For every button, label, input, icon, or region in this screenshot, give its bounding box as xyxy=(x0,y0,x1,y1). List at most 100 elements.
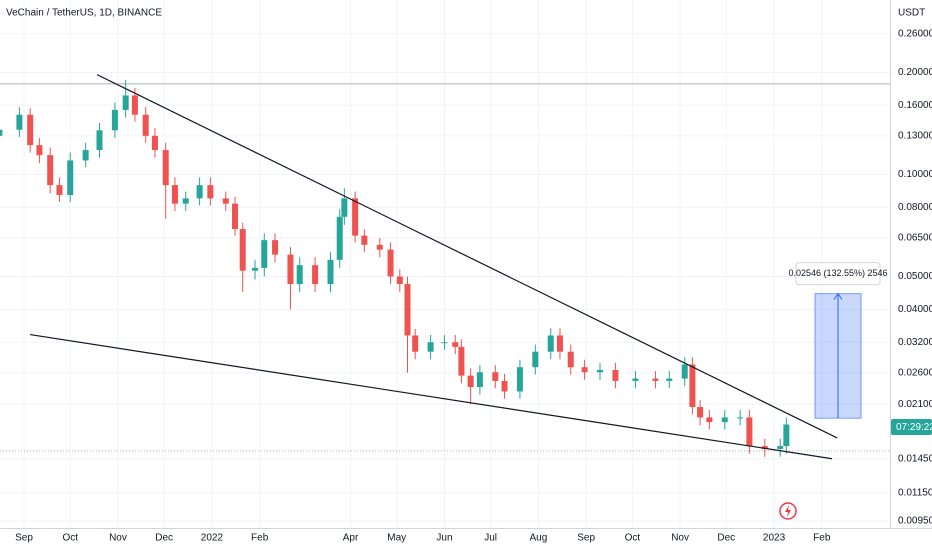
candle-body xyxy=(207,185,214,199)
candle-body xyxy=(111,109,118,131)
candle-body xyxy=(196,185,203,199)
x-tick-label: Sep xyxy=(15,533,33,544)
x-tick-label: Aug xyxy=(530,533,548,544)
candle-body xyxy=(312,265,319,285)
candle-body xyxy=(441,342,448,344)
y-tick-label: 0.05000 xyxy=(898,271,932,282)
candle-body xyxy=(287,254,294,285)
y-tick-label: 0.01450 xyxy=(898,453,932,464)
candle-body xyxy=(737,417,744,419)
candle-body xyxy=(27,114,34,146)
candle-body xyxy=(476,372,483,388)
x-tick-label: Dec xyxy=(717,533,735,544)
candle-body xyxy=(272,240,279,255)
x-tick-label: Jun xyxy=(436,533,452,544)
candle-body xyxy=(162,150,169,186)
chart-title: VeChain / TetherUS, 1D, BINANCE xyxy=(6,8,162,19)
candle-body xyxy=(376,244,383,250)
y-tick-label: 0.20000 xyxy=(898,67,932,78)
candle-body xyxy=(16,114,23,130)
x-tick-label: Oct xyxy=(62,533,78,544)
y-tick-label: 0.16000 xyxy=(898,100,932,111)
candle-body xyxy=(467,375,474,388)
candle-body xyxy=(783,424,790,447)
plot xyxy=(0,79,890,457)
candle-body xyxy=(597,369,604,373)
countdown-box xyxy=(891,419,932,435)
candle-body xyxy=(82,150,89,161)
y-tick-label: 0.06500 xyxy=(898,233,932,244)
candle-body xyxy=(556,335,563,352)
x-tick-label: Nov xyxy=(109,533,127,544)
countdown: 07:29:22 xyxy=(896,422,932,433)
candle-body xyxy=(632,378,639,381)
candle-body xyxy=(0,129,3,136)
candle-body xyxy=(96,130,103,151)
candle-body xyxy=(666,378,673,381)
candle-body xyxy=(182,198,189,204)
candle-body xyxy=(706,417,713,423)
x-tick-label: Nov xyxy=(671,533,689,544)
candle-body xyxy=(501,380,508,392)
candle-body xyxy=(336,216,343,260)
measure-label-box xyxy=(795,262,881,286)
candle-body xyxy=(131,95,138,115)
candle-body xyxy=(532,351,539,368)
candle-body xyxy=(122,95,129,110)
candle-body xyxy=(361,235,368,245)
y-tick-label: 0.00950 xyxy=(898,516,932,527)
candle-body xyxy=(458,346,465,376)
x-tick-label: Apr xyxy=(343,533,359,544)
x-tick-label: Sep xyxy=(577,533,595,544)
candle-body xyxy=(232,203,239,230)
candle-body xyxy=(547,335,554,352)
y-tick-label: 0.13000 xyxy=(898,130,932,141)
x-tick-label: Jul xyxy=(484,533,497,544)
y-tick-label: 0.26000 xyxy=(898,28,932,39)
candle-body xyxy=(296,265,303,285)
candle-body xyxy=(47,155,54,186)
candle-body xyxy=(581,367,588,373)
y-tick-label: 0.02100 xyxy=(898,399,932,410)
y-tick-label: 0.03200 xyxy=(898,337,932,348)
y-tick-label: 0.10000 xyxy=(898,169,932,180)
candle-body xyxy=(222,198,229,204)
candle-body xyxy=(452,342,459,347)
candle-body xyxy=(761,446,768,449)
candle-body xyxy=(387,249,394,277)
measure-arrowhead xyxy=(833,292,843,300)
logo-icon[interactable] xyxy=(779,502,797,520)
logo-bolt xyxy=(785,505,791,517)
candle-body xyxy=(427,342,434,352)
x-tick-label: Dec xyxy=(155,533,173,544)
x-tick-label: 2023 xyxy=(763,533,786,544)
candle-body xyxy=(341,198,348,217)
candle-body xyxy=(681,364,688,379)
candle-body xyxy=(261,240,268,268)
y-tick-label: 0.01150 xyxy=(898,488,932,499)
candle-body xyxy=(567,351,574,368)
x-tick-label: Oct xyxy=(625,533,641,544)
trend-line xyxy=(96,74,838,439)
candle-body xyxy=(239,229,246,271)
candle-body xyxy=(721,417,728,423)
candle-body xyxy=(492,372,499,381)
candle-body xyxy=(404,284,411,336)
candle-body xyxy=(612,369,619,381)
x-tick-label: May xyxy=(387,533,406,544)
overlay: 0.02546 (132.55%) 2546 xyxy=(29,74,888,460)
measure-label: 0.02546 (132.55%) 2546 xyxy=(788,268,887,278)
candle-body xyxy=(697,407,704,418)
candle-body xyxy=(652,378,659,381)
candle-body xyxy=(36,145,43,156)
candle-body xyxy=(142,114,149,136)
candle-body xyxy=(151,135,158,151)
candle-body xyxy=(412,335,419,352)
candle-body xyxy=(746,417,753,447)
candle-body xyxy=(67,160,74,195)
candle-body xyxy=(56,185,63,195)
candle-body xyxy=(689,364,696,408)
x-tick-label: Feb xyxy=(813,533,831,544)
x-tick-label: 2022 xyxy=(201,533,224,544)
